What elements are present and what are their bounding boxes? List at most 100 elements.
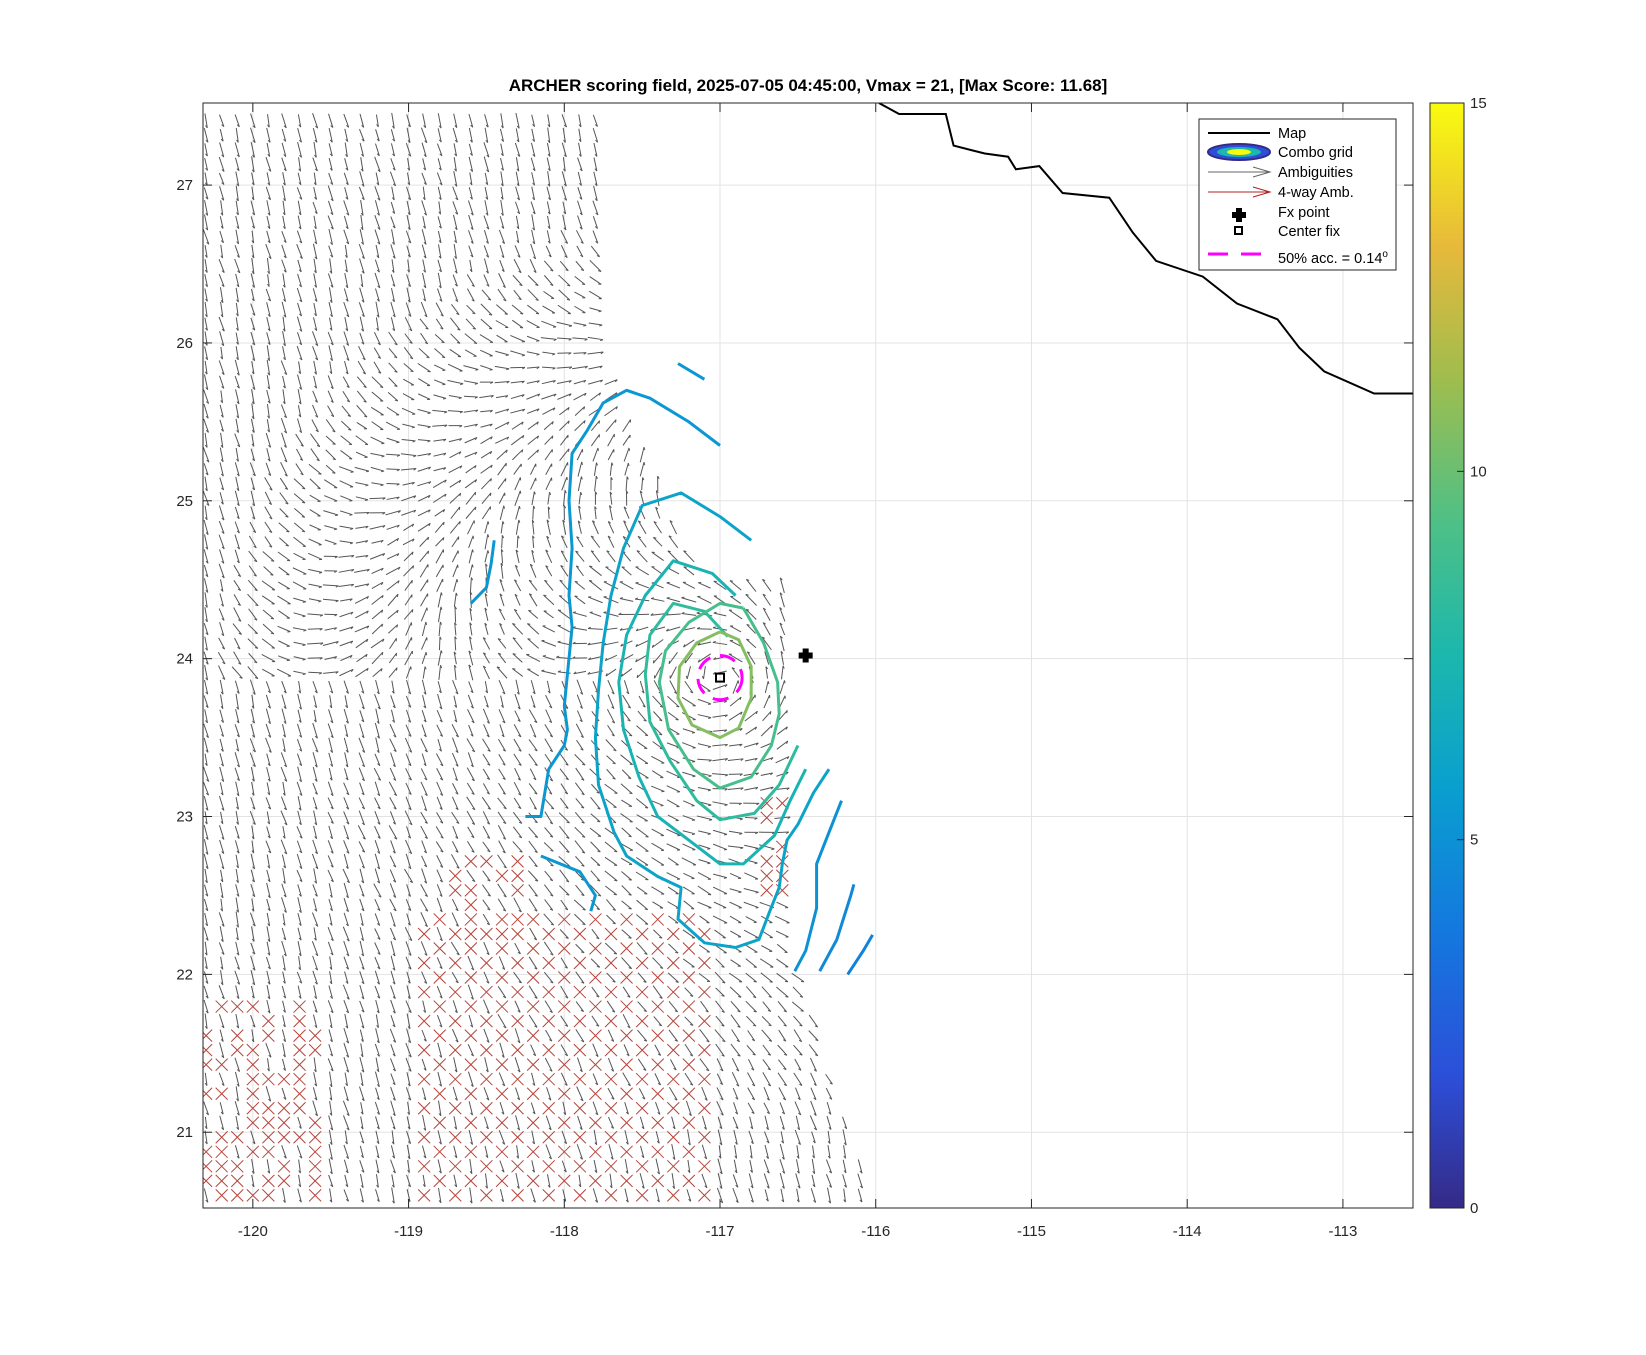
ambiguity-vector-head — [629, 793, 632, 794]
ambiguity-vector-head — [271, 618, 274, 619]
ambiguity-vector — [502, 535, 503, 548]
ambiguity-vector-head — [366, 471, 369, 472]
ambiguity-vector-head — [428, 413, 431, 414]
ambiguity-vector-head — [692, 761, 695, 762]
ambiguity-vector-head — [506, 355, 509, 356]
ambiguity-vector-head — [270, 575, 273, 576]
ambiguity-vector-head — [644, 462, 645, 465]
ambiguity-vector-head — [629, 908, 632, 909]
ambiguity-vector-head — [739, 892, 742, 893]
ambiguity-vector-head — [410, 371, 413, 372]
ambiguity-vector-head — [395, 400, 398, 401]
ambiguity-vector-head — [691, 908, 694, 909]
ambiguity-vector-head — [318, 474, 321, 475]
ambiguity-vector-head — [692, 733, 695, 734]
ambiguity-vector-head — [302, 517, 305, 518]
ambiguity-vector-head — [382, 652, 383, 655]
ambiguity-vector-head — [490, 493, 491, 496]
ambiguity-vector-head — [755, 863, 758, 864]
ambiguity-vector-head — [302, 502, 305, 503]
ambiguity-vector-head — [520, 313, 523, 314]
ambiguity-vector-head — [543, 656, 546, 657]
ambiguity-vector-head — [286, 545, 289, 546]
ambiguity-vector-head — [443, 398, 446, 399]
ambiguity-vector-head — [801, 1011, 804, 1012]
ambiguity-vector-head — [599, 421, 600, 424]
ambiguity-vector-head — [559, 596, 562, 597]
ambiguity-vector-head — [522, 355, 525, 356]
ambiguity-vector-head — [527, 624, 530, 625]
ambiguity-vector-head — [681, 597, 684, 598]
ambiguity-vector-head — [348, 429, 351, 430]
ambiguity-vector-head — [489, 328, 492, 329]
ambiguity-vector-head — [475, 370, 478, 371]
ambiguity-vector-head — [645, 735, 648, 736]
ambiguity-vector-head — [692, 791, 695, 792]
ambiguity-vector-head — [707, 849, 710, 850]
ambiguity-vector-head — [628, 463, 629, 466]
ambiguity-vector-head — [613, 763, 616, 764]
ambiguity-vector-head — [490, 370, 493, 371]
ambiguity-vector-head — [333, 444, 336, 445]
ambiguity-vector-head — [332, 473, 335, 474]
ambiguity-vector — [354, 512, 369, 513]
ambiguity-vector-head — [271, 633, 274, 634]
ambiguity-vector-head — [475, 507, 476, 510]
ambiguity-vector-head — [303, 616, 306, 617]
ambiguity-vector-head — [396, 668, 397, 671]
chart-title: ARCHER scoring field, 2025-07-05 04:45:0… — [509, 76, 1108, 95]
ambiguity-vector-head — [645, 909, 648, 910]
ambiguity-vector-head — [771, 849, 774, 850]
ambiguity-vector-head — [746, 639, 749, 640]
ambiguity-vector-head — [271, 561, 274, 562]
ambiguity-vector-head — [784, 952, 787, 953]
ambiguity-vector-head — [286, 531, 289, 532]
ambiguity-vector-head — [614, 880, 617, 881]
ambiguity-vector — [517, 536, 518, 548]
ambiguity-vector-head — [754, 967, 757, 968]
ambiguity-vector-head — [303, 602, 306, 603]
ambiguity-vector-head — [349, 515, 352, 516]
ambiguity-vector-head — [412, 609, 413, 612]
ambiguity-vector-head — [505, 314, 508, 315]
ambiguity-vector-head — [645, 807, 648, 808]
ambiguity-vector-head — [787, 710, 788, 713]
ambiguity-vector-head — [754, 981, 757, 982]
ambiguity-vector-head — [380, 401, 383, 402]
ambiguity-vector-head — [676, 982, 679, 983]
ambiguity-vector-head — [629, 836, 632, 837]
ambiguity-vector — [455, 606, 456, 622]
ambiguity-vector-head — [622, 567, 625, 568]
ambiguity-vector-head — [528, 610, 531, 611]
ambiguity-vector-head — [567, 299, 570, 300]
ambiguity-vector-head — [785, 997, 788, 998]
ambiguity-vector-head — [568, 449, 569, 452]
ambiguity-vector-head — [708, 805, 711, 806]
ambiguity-vector-head — [334, 529, 337, 530]
ambiguity-vector-head — [724, 834, 727, 835]
ambiguity-vector-head — [441, 342, 444, 343]
ambiguity-vector-head — [519, 506, 520, 509]
ambiguity-vector — [745, 817, 757, 818]
ambiguity-vector-head — [589, 580, 592, 581]
ambiguity-vector-head — [335, 515, 338, 516]
ambiguity-vector-head — [573, 612, 576, 613]
ambiguity-vector-head — [381, 471, 384, 472]
ambiguity-vector-head — [457, 579, 458, 582]
ambiguity-vector-head — [770, 711, 771, 714]
ambiguity-vector-head — [785, 680, 786, 683]
ambiguity-vector-head — [302, 488, 305, 489]
ambiguity-vector-head — [442, 357, 445, 358]
ambiguity-vector-head — [629, 880, 632, 881]
ambiguity-vector-head — [349, 444, 352, 445]
ambiguity-vector-head — [474, 343, 477, 344]
ambiguity-vector-head — [645, 924, 648, 925]
ambiguity-vector-head — [653, 660, 654, 663]
ambiguity-vector-head — [724, 878, 727, 879]
ambiguity-vector-head — [583, 909, 586, 910]
ambiguity-vector-head — [513, 654, 516, 655]
ambiguity-vector-head — [684, 567, 687, 568]
ambiguity-vector — [776, 832, 789, 833]
